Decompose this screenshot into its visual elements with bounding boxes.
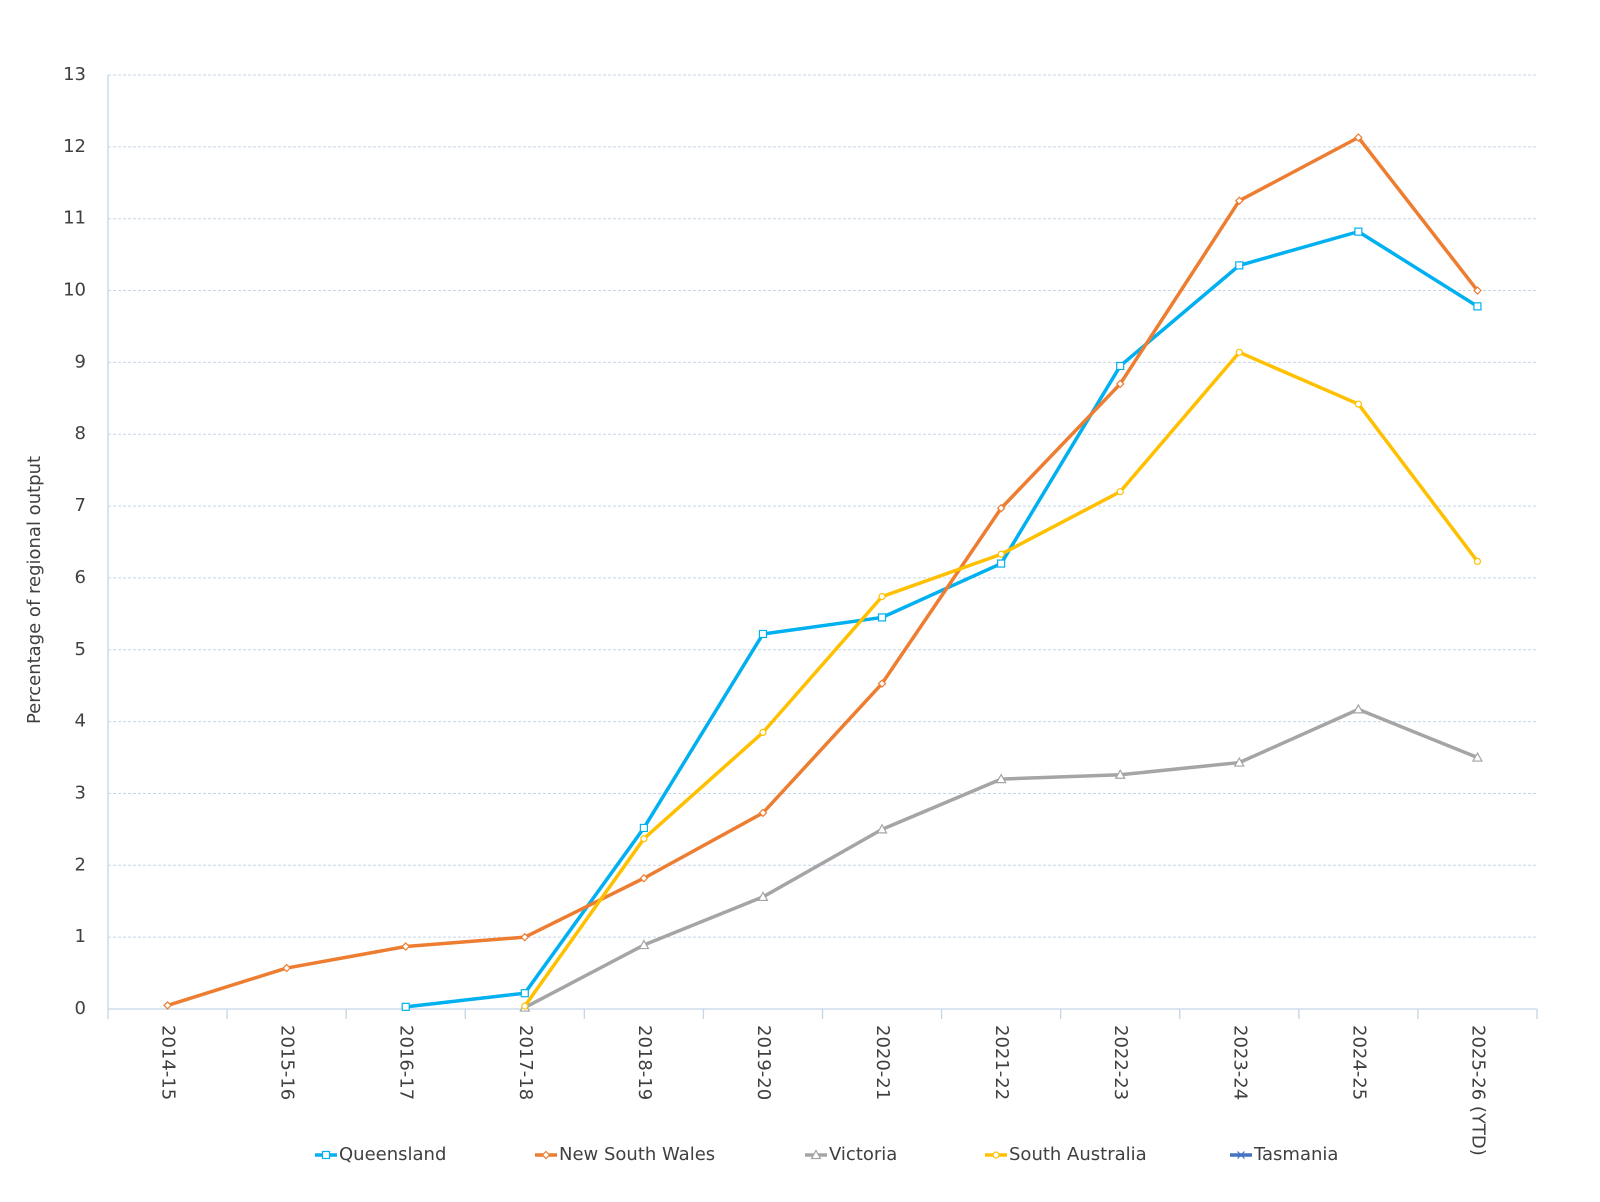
marker <box>758 629 768 639</box>
series-line <box>405 229 1479 1009</box>
marker <box>877 613 887 622</box>
y-tick-label: 0 <box>75 998 86 1019</box>
marker <box>759 728 767 736</box>
marker <box>1114 769 1126 779</box>
y-tick-label: 4 <box>75 711 86 732</box>
series-line <box>523 707 1479 1010</box>
legend-marker <box>541 1150 551 1160</box>
marker <box>996 503 1006 513</box>
legend-label: Victoria <box>829 1144 897 1165</box>
x-tick-label: 2020-21 <box>872 1025 893 1100</box>
x-tick-label: 2023-24 <box>1229 1025 1250 1100</box>
marker <box>163 1001 172 1010</box>
y-tick-label: 13 <box>63 64 86 85</box>
y-tick-label: 6 <box>75 567 86 588</box>
y-tick-label: 8 <box>75 423 86 444</box>
marker <box>876 823 888 834</box>
x-tick-label: 2024-25 <box>1348 1025 1369 1100</box>
marker <box>995 773 1007 784</box>
marker <box>401 942 411 951</box>
x-tick-label: 2018-19 <box>634 1025 655 1100</box>
legend-label: Tasmania <box>1253 1144 1338 1165</box>
y-tick-label: 1 <box>75 926 86 947</box>
marker <box>758 808 768 818</box>
x-tick-label: 2021-22 <box>991 1025 1012 1100</box>
marker <box>1471 751 1483 762</box>
marker <box>997 559 1006 568</box>
marker <box>877 679 887 688</box>
legend-marker <box>1237 1151 1245 1159</box>
x-tick-label: 2019-20 <box>753 1025 774 1100</box>
marker <box>638 939 650 950</box>
y-axis-label: Percentage of regional output <box>24 456 45 724</box>
legend-label: South Australia <box>1009 1144 1147 1165</box>
marker <box>520 932 530 942</box>
marker <box>639 823 648 833</box>
y-tick-label: 10 <box>63 280 86 301</box>
marker <box>1116 361 1125 371</box>
marker <box>1115 379 1125 389</box>
series-line <box>167 135 1479 1008</box>
x-tick-label: 2017-18 <box>515 1025 536 1100</box>
marker <box>1354 227 1363 236</box>
y-tick-label: 9 <box>75 351 86 372</box>
marker <box>1352 703 1364 714</box>
marker <box>1235 261 1244 270</box>
y-tick-label: 11 <box>63 208 86 229</box>
y-tick-label: 2 <box>75 854 86 875</box>
marker <box>1354 400 1362 408</box>
series-line <box>523 350 1479 1008</box>
x-tick-label: 2015-16 <box>277 1025 298 1100</box>
x-tick-label: 2025-26 (YTD) <box>1467 1025 1488 1156</box>
marker <box>1354 133 1363 142</box>
marker <box>1233 756 1245 767</box>
y-tick-label: 12 <box>63 136 86 157</box>
legend-label: Queensland <box>339 1144 446 1165</box>
y-tick-label: 7 <box>75 495 86 516</box>
marker <box>997 550 1005 558</box>
legend-marker <box>321 1150 331 1160</box>
marker <box>401 1002 410 1011</box>
marker <box>1473 302 1482 311</box>
marker <box>520 989 529 998</box>
marker <box>1234 196 1244 206</box>
x-tick-label: 2014-15 <box>158 1025 179 1100</box>
marker <box>521 1002 529 1010</box>
legend-label: New South Wales <box>559 1144 715 1165</box>
marker <box>1116 488 1124 496</box>
x-tick-label: 2022-23 <box>1110 1025 1131 1100</box>
marker <box>1473 286 1482 295</box>
marker <box>1235 348 1243 356</box>
marker <box>640 835 648 843</box>
marker <box>639 873 649 883</box>
marker <box>1473 557 1482 565</box>
legend-marker <box>992 1151 1000 1159</box>
marker <box>282 963 291 973</box>
marker <box>878 593 886 601</box>
y-tick-label: 3 <box>75 782 86 803</box>
y-tick-label: 5 <box>75 639 86 660</box>
x-tick-label: 2016-17 <box>396 1025 417 1100</box>
legend-marker <box>810 1149 822 1160</box>
marker <box>757 891 769 902</box>
